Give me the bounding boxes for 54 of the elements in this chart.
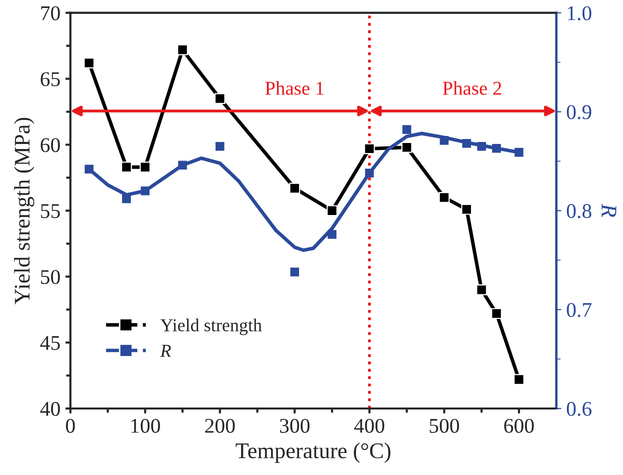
legend-label: R [160,344,171,357]
point [492,144,501,153]
point [121,162,132,173]
point [402,125,412,134]
point [328,230,336,239]
point [177,44,188,56]
x-tick-label: 600 [504,418,534,433]
y2-tick-label: 0.7 [566,302,592,318]
y-axis-title: Yield strength (MPa) [14,118,34,304]
y2-tick-label: 0.6 [566,402,592,416]
point [178,160,187,170]
point [326,205,338,216]
point [491,308,502,320]
point [289,182,300,194]
point [140,186,150,196]
y-tick-label: 65 [40,72,60,86]
y2-tick-label: 0.9 [566,105,592,120]
point [214,93,226,104]
point [216,142,224,151]
point [513,374,524,385]
point [290,268,300,276]
y-tick-label: 60 [40,138,60,152]
y2-tick-label: 1.0 [568,6,592,20]
point [476,284,488,296]
y2-tick-label: 0.8 [566,204,592,218]
point [84,57,95,68]
x-tick-label: 100 [131,418,160,433]
point [438,192,450,203]
point [462,139,472,148]
point [84,164,94,174]
x-tick-label: 200 [205,418,235,433]
x-tick-label: 500 [430,418,460,433]
y-tick-label: 55 [41,204,60,218]
y-tick-label: 40 [40,402,60,416]
point [365,168,374,178]
point [440,136,449,145]
y-tick-label: 50 [41,270,60,284]
point [477,142,486,151]
annotation: Phase 2 [442,81,502,95]
x-tick-label: 400 [354,418,384,433]
y-tick-label: 45 [40,336,60,350]
y-tick-label: 70 [41,6,60,20]
point [461,204,472,215]
x-axis-title: Temperature (°C) [236,442,390,463]
point [122,194,131,204]
point [401,142,412,153]
point [364,143,375,154]
x-tick-label: 300 [280,418,310,433]
point [140,162,151,173]
annotation: Phase 1 [265,81,324,95]
y2-axis-title: R [602,204,616,218]
legend-label: Yield strength [160,318,262,336]
x-tick-label: 0 [66,418,75,433]
point [514,148,524,157]
